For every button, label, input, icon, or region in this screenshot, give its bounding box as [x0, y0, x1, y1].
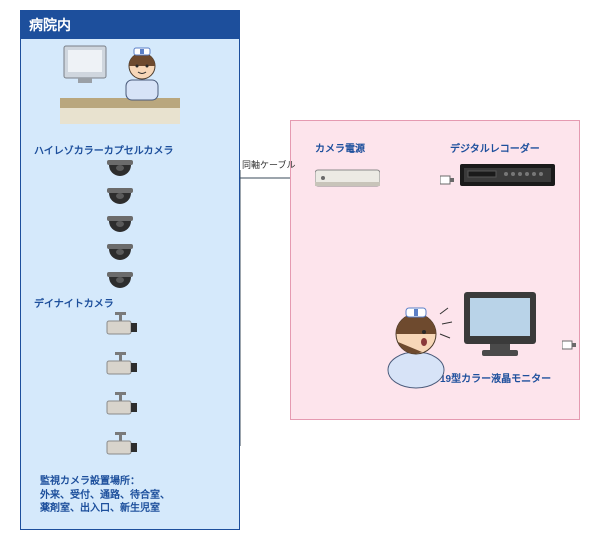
box-camera-icon — [105, 392, 139, 422]
connector-icon — [440, 175, 454, 185]
box-camera-icon — [105, 352, 139, 382]
camera-psu-icon — [315, 168, 380, 188]
dome-camera-icon — [105, 242, 135, 264]
dome-camera-icon — [105, 214, 135, 236]
connector-icon — [562, 340, 576, 350]
nurse-station-icon — [60, 40, 180, 125]
dvr-icon — [460, 162, 555, 188]
hospital-title: 病院内 — [21, 11, 239, 39]
camera-locations-footnote: 監視カメラ設置場所：外来、受付、通路、待合室、薬剤室、出入口、新生児室 — [40, 475, 170, 516]
dome-camera-icon — [105, 158, 135, 180]
lcd-monitor-icon — [460, 290, 540, 362]
psu-label: カメラ電源 — [315, 140, 365, 155]
box-camera-icon — [105, 432, 139, 462]
dvr-label: デジタルレコーダー — [450, 140, 540, 155]
coax-cable-label: 同軸ケーブル — [242, 158, 295, 171]
daynight-camera-label: デイナイトカメラ — [34, 295, 114, 310]
dome-camera-icon — [105, 186, 135, 208]
dome-camera-icon — [105, 270, 135, 292]
dome-camera-label: ハイレゾカラーカプセルカメラ — [34, 142, 174, 157]
nurse-watching-icon — [380, 300, 460, 390]
box-camera-icon — [105, 312, 139, 342]
